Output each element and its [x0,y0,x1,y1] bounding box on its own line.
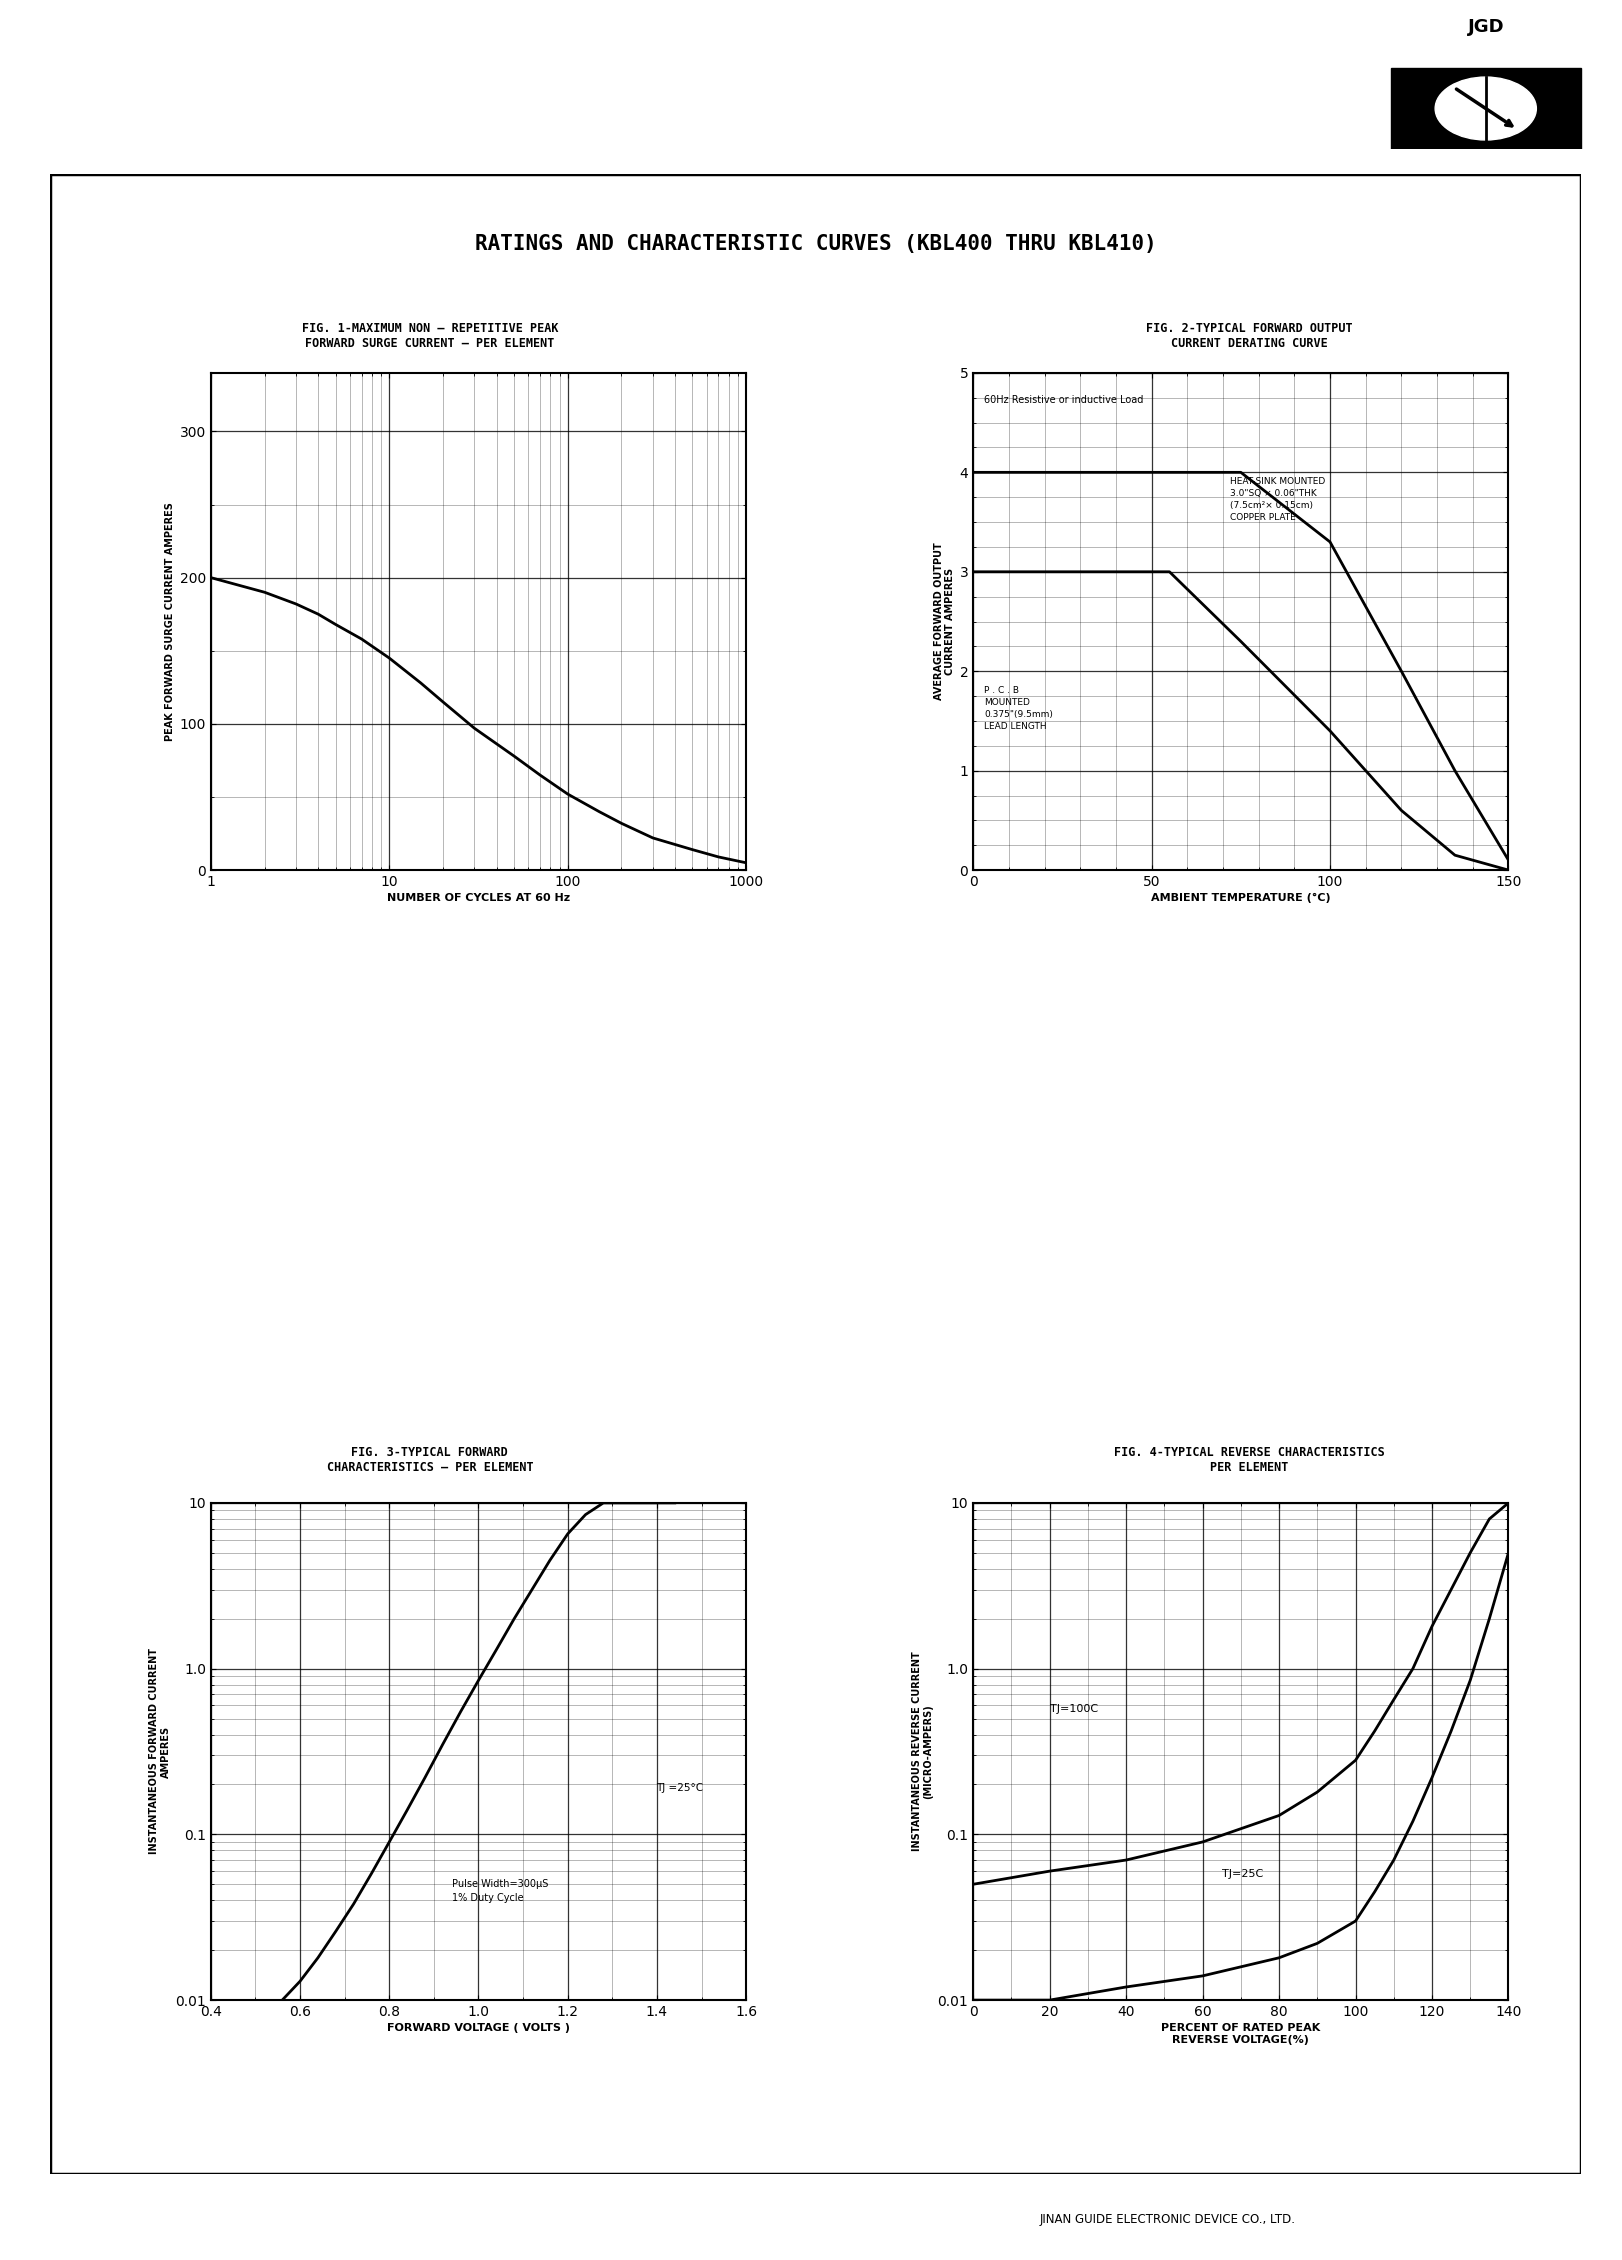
Text: Pulse Width=300μS
1% Duty Cycle: Pulse Width=300μS 1% Duty Cycle [451,1880,548,1903]
Bar [1390,68,1580,149]
Text: FIG. 1-MAXIMUM NON – REPETITIVE PEAK
FORWARD SURGE CURRENT – PER ELEMENT: FIG. 1-MAXIMUM NON – REPETITIVE PEAK FOR… [302,323,558,350]
Text: FIG. 3-TYPICAL FORWARD
CHARACTERISTICS – PER ELEMENT: FIG. 3-TYPICAL FORWARD CHARACTERISTICS –… [326,1446,534,1474]
Text: TJ=25C: TJ=25C [1221,1869,1264,1880]
X-axis label: AMBIENT TEMPERATURE (°C): AMBIENT TEMPERATURE (°C) [1152,893,1330,904]
Text: FIG. 2-TYPICAL FORWARD OUTPUT
CURRENT DERATING CURVE: FIG. 2-TYPICAL FORWARD OUTPUT CURRENT DE… [1145,323,1353,350]
Circle shape [1435,77,1536,140]
Y-axis label: INSTANTANEOUS REVERSE CURRENT
(MICRO-AMPERS): INSTANTANEOUS REVERSE CURRENT (MICRO-AMP… [912,1652,933,1851]
X-axis label: FORWARD VOLTAGE ( VOLTS ): FORWARD VOLTAGE ( VOLTS ) [388,2023,569,2034]
Y-axis label: AVERAGE FORWARD OUTPUT
CURRENT AMPERES: AVERAGE FORWARD OUTPUT CURRENT AMPERES [934,542,955,701]
Y-axis label: PEAK FORWARD SURGE CURRENT AMPERES: PEAK FORWARD SURGE CURRENT AMPERES [165,502,175,741]
Text: FIG. 4-TYPICAL REVERSE CHARACTERISTICS
PER ELEMENT: FIG. 4-TYPICAL REVERSE CHARACTERISTICS P… [1114,1446,1384,1474]
Y-axis label: INSTANTANEOUS FORWARD CURRENT
AMPERES: INSTANTANEOUS FORWARD CURRENT AMPERES [149,1648,170,1855]
X-axis label: NUMBER OF CYCLES AT 60 Hz: NUMBER OF CYCLES AT 60 Hz [388,893,569,904]
Text: JINAN GUIDE ELECTRONIC DEVICE CO., LTD.: JINAN GUIDE ELECTRONIC DEVICE CO., LTD. [1040,2213,1296,2226]
Text: RATINGS AND CHARACTERISTIC CURVES (KBL400 THRU KBL410): RATINGS AND CHARACTERISTIC CURVES (KBL40… [475,235,1156,253]
Text: TJ=100C: TJ=100C [1049,1704,1098,1713]
Text: TJ =25°C: TJ =25°C [657,1783,704,1792]
X-axis label: PERCENT OF RATED PEAK
REVERSE VOLTAGE(%): PERCENT OF RATED PEAK REVERSE VOLTAGE(%) [1161,2023,1320,2045]
Text: P . C . B
MOUNTED
0.375"(9.5mm)
LEAD LENGTH: P . C . B MOUNTED 0.375"(9.5mm) LEAD LEN… [985,687,1053,730]
Text: HEAT-SINK MOUNTED
3.0"SQ × 0.06"THK
(7.5cm²× 0.15cm)
COPPER PLATE: HEAT-SINK MOUNTED 3.0"SQ × 0.06"THK (7.5… [1229,477,1325,522]
Text: 60Hz Resistive or inductive Load: 60Hz Resistive or inductive Load [985,396,1144,405]
Text: JGD: JGD [1468,18,1504,36]
